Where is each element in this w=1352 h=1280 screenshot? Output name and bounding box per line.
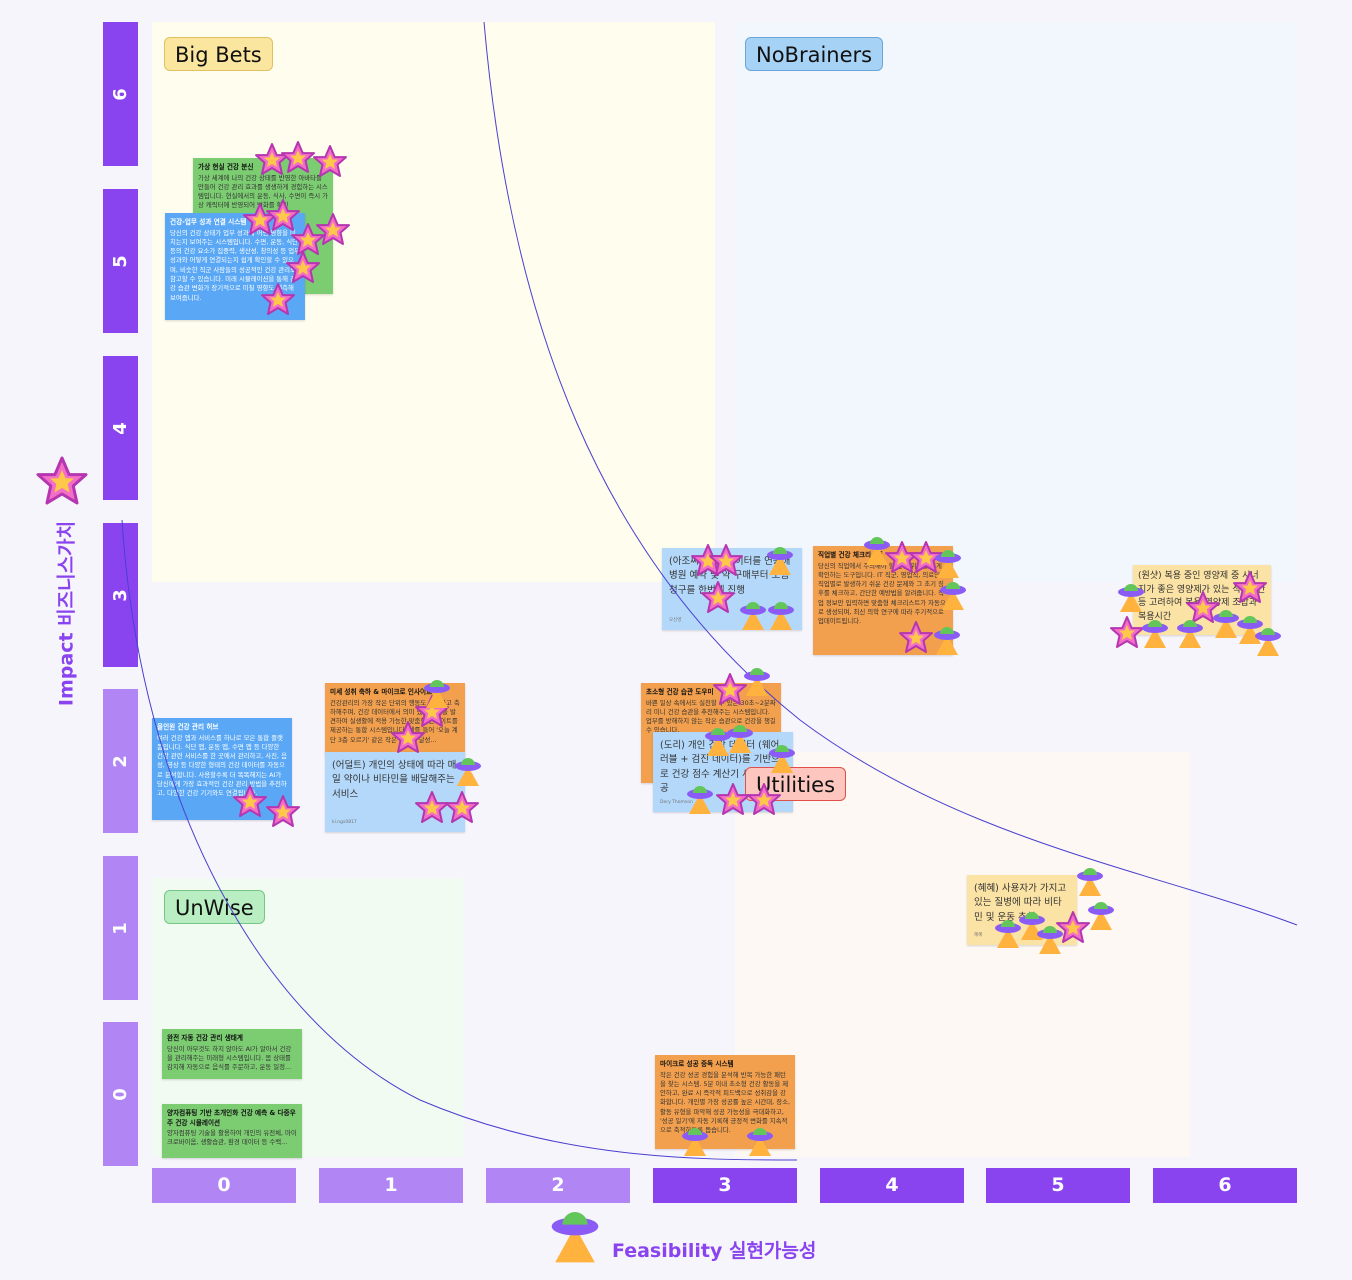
note-body: (원샷) 복용 중인 영양제 중 시너지가 좋은 영양제가 있는 식사시간 등 … bbox=[1138, 571, 1266, 622]
note-author: Dery Thomson bbox=[660, 800, 693, 806]
note-title: 올인원 건강 관리 허브 bbox=[157, 723, 219, 731]
sticky-note[interactable]: (어덜트) 개인의 상태에 따라 매일 약이나 비타민을 배달해주는 서비스 ki… bbox=[325, 752, 465, 832]
note-title: 양자컴퓨팅 기반 초개인화 건강 예측 & 다중우주 건강 시뮬레이션 bbox=[167, 1109, 296, 1127]
quadrant-utilities bbox=[735, 752, 1190, 1157]
y-axis-label: Impact 비즈니스가치 bbox=[55, 520, 78, 707]
y-tick-label: 1 bbox=[110, 921, 131, 935]
note-body: 양자컴퓨팅 기술을 활용하여 개인의 유전체, 마이크로바이옴, 생활습관, 환… bbox=[167, 1129, 297, 1147]
note-body: 건강관리의 가장 작은 단위의 행동도 인정하고 축하해주며, 건강 데이터에서… bbox=[330, 698, 460, 744]
y-tick-label: 3 bbox=[110, 588, 131, 602]
x-tick-label: 1 bbox=[319, 1168, 463, 1203]
y-tick: 5 bbox=[103, 189, 138, 333]
note-title: 가상 현실 건강 분신 bbox=[198, 163, 254, 171]
note-author: 오신영 bbox=[669, 618, 682, 624]
note-title: 완전 자동 건강 관리 생태계 bbox=[167, 1034, 243, 1042]
note-title: 초소형 건강 습관 도우미 bbox=[646, 688, 714, 696]
y-tick: 3 bbox=[103, 523, 138, 667]
ufo-icon bbox=[551, 1212, 599, 1263]
y-tick: 6 bbox=[103, 22, 138, 166]
note-title: 직업별 건강 체크리스트 bbox=[818, 551, 884, 559]
y-tick-label: 2 bbox=[110, 754, 131, 768]
y-tick: 1 bbox=[103, 856, 138, 1000]
x-tick-label: 3 bbox=[653, 1168, 797, 1203]
star-icon bbox=[36, 456, 88, 505]
x-tick-label: 4 bbox=[820, 1168, 964, 1203]
quadrant-label: Big Bets bbox=[164, 37, 273, 71]
x-axis-label: Feasibility 실현가능성 bbox=[612, 1240, 817, 1262]
note-body: 당신의 건강 상태가 업무 성과에 어떤 영향을 미치는지 보여주는 시스템입니… bbox=[170, 228, 300, 302]
y-tick-label: 6 bbox=[110, 87, 131, 101]
sticky-note[interactable]: (아조씨) 건강 데이터를 연동해 병원 예약 및 약 구매부터 보험 청구를 … bbox=[662, 548, 802, 630]
x-tick-label: 5 bbox=[986, 1168, 1130, 1203]
note-body: (혜혜) 사용자가 가지고 있는 질병에 따라 비타민 및 운동 추천 bbox=[974, 883, 1067, 923]
x-tick-label: 2 bbox=[486, 1168, 630, 1203]
sticky-note[interactable]: (원샷) 복용 중인 영양제 중 시너지가 좋은 영양제가 있는 식사시간 등 … bbox=[1133, 565, 1271, 635]
y-tick: 0 bbox=[103, 1022, 138, 1166]
note-body: 여러 건강 앱과 서비스를 하나로 모은 통합 플랫폼입니다. 식단 앱, 운동… bbox=[157, 733, 287, 798]
quadrant-label: Utilities bbox=[745, 767, 847, 801]
y-tick-label: 0 bbox=[110, 1087, 131, 1101]
note-body: 당신이 아무것도 하지 않아도 AI가 알아서 건강을 관리해주는 미래형 시스… bbox=[167, 1044, 292, 1072]
note-body: (아조씨) 건강 데이터를 연동해 병원 예약 및 약 구매부터 보험 청구를 … bbox=[669, 556, 791, 596]
quadrant-label: NoBrainers bbox=[745, 37, 884, 71]
note-body: 당신의 직업에서 주의해야 할 건강 위험을 쉽게 확인하는 도구입니다. IT… bbox=[818, 561, 948, 626]
note-body: (어덜트) 개인의 상태에 따라 매일 약이나 비타민을 배달해주는 서비스 bbox=[332, 760, 457, 800]
y-tick-label: 5 bbox=[110, 254, 131, 268]
note-title: 미세 성취 축하 & 마이크로 인사이트 bbox=[330, 688, 433, 696]
note-title: 건강-업무 성과 연결 시스템 bbox=[170, 218, 247, 226]
quadrant-no-brainers bbox=[735, 22, 1297, 582]
note-author: 혜혜 bbox=[974, 933, 983, 939]
quadrant-label: UnWise bbox=[164, 890, 265, 924]
note-author: ki.ngs0817 bbox=[332, 820, 357, 826]
y-tick: 4 bbox=[103, 356, 138, 500]
note-title: 마이크로 성공 중독 시스템 bbox=[660, 1060, 734, 1068]
y-tick: 2 bbox=[103, 689, 138, 833]
x-tick-label: 6 bbox=[1153, 1168, 1297, 1203]
note-body: 바쁜 일상 속에서도 실천할 수 있는 30초~2분짜리 미니 건강 습관을 추… bbox=[646, 698, 776, 735]
note-body: 가상 세계에 나의 건강 상태를 반영한 아바타를 만들어 건강 관리 효과를 … bbox=[198, 173, 328, 210]
note-body: 작은 건강 성공 경험을 분석해 반복 가능한 패턴을 찾는 시스템. 5분 이… bbox=[660, 1070, 790, 1135]
y-tick-label: 4 bbox=[110, 421, 131, 435]
x-tick-label: 0 bbox=[152, 1168, 296, 1203]
